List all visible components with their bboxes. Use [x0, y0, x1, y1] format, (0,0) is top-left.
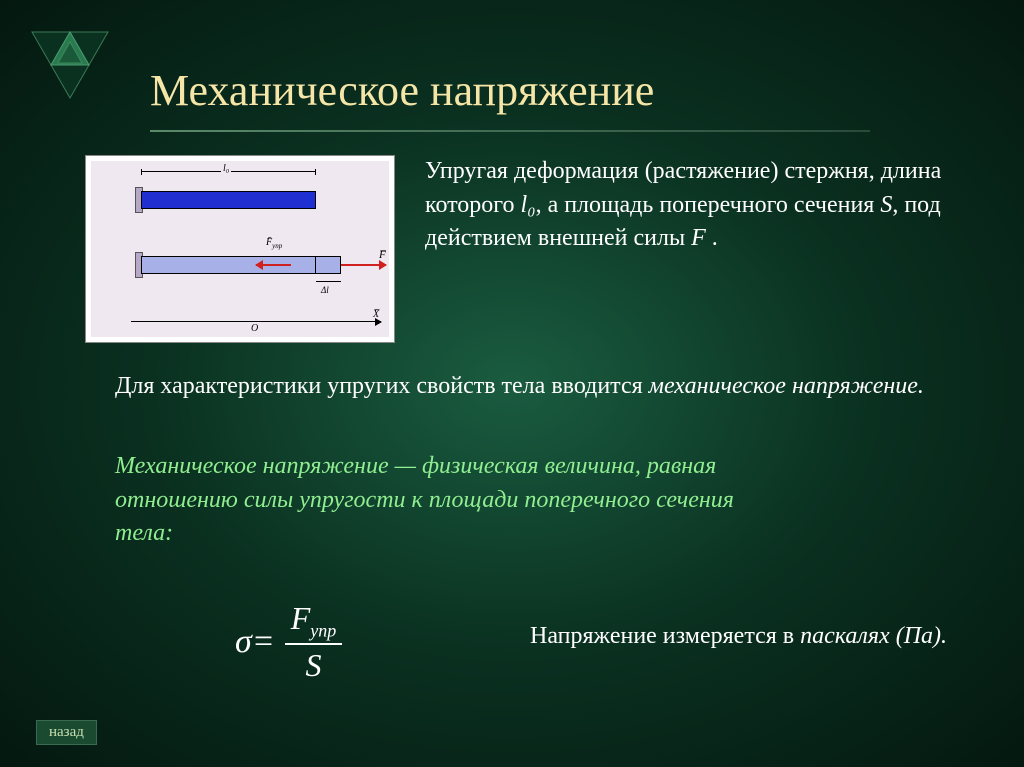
stress-formula: σ = Fупр S [235, 600, 342, 684]
force-elastic-arrow [256, 264, 291, 266]
back-button[interactable]: назад [36, 720, 97, 745]
unit-text: Напряжение измеряется в паскалях (Па). [530, 620, 960, 654]
characteristic-text: Для характеристики упругих свойств тела … [115, 370, 965, 404]
l0-label: l₀ [221, 163, 231, 174]
bar-original [141, 191, 316, 209]
triangle-logo-icon [20, 20, 120, 120]
deformation-diagram: l₀ F̄упр F̅ Δl O X̅ [85, 155, 395, 343]
intro-text: Упругая деформация (растяжение) стержня,… [425, 155, 965, 256]
page-title: Механическое напряжение [150, 65, 654, 116]
delta-l-label: Δl [321, 285, 329, 295]
force-external-arrow [341, 264, 386, 266]
x-axis [131, 321, 381, 322]
f-label: F̅ [379, 249, 386, 261]
x-axis-label: X̅ [373, 309, 379, 320]
definition-text: Механическое напряжение — физическая вел… [115, 450, 755, 551]
fupr-label: F̄упр [266, 237, 282, 250]
origin-label: O [251, 323, 258, 334]
title-divider [150, 130, 870, 132]
